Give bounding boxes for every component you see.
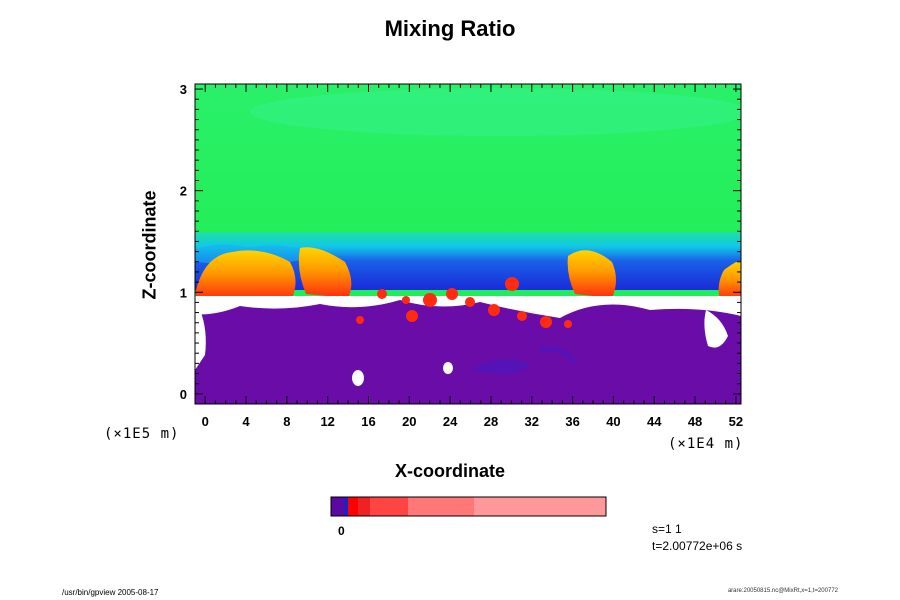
x-tick-label: 44 [647,414,662,429]
colorbar [330,496,607,517]
y-tick-label: 1 [180,285,187,300]
x-tick-label: 28 [484,414,498,429]
chart-title: Mixing Ratio [384,16,516,41]
colorbar-cell [331,497,344,516]
colorbar-cell [474,497,606,516]
x-axis-label: X-coordinate [394,461,505,481]
y-tick-label: 2 [180,184,187,199]
plot-frame [194,83,742,405]
x-tick-label: 12 [320,414,334,429]
heatmap-field [195,84,741,404]
red-plume-edge [718,261,741,300]
footer-left: /usr/bin/gpview 2005-08-17 [62,588,159,597]
y-tick-label: 3 [180,82,187,97]
white-gap [195,296,741,318]
colorbar-cell [344,497,348,516]
colorbar-cell [408,497,474,516]
x-tick-label: 40 [606,414,620,429]
x-tick-label: 48 [688,414,702,429]
red-cells [356,277,572,328]
x-tick-label: 20 [402,414,416,429]
lower-layer-region [195,300,741,404]
y-tick-label: 0 [180,387,187,402]
x-tick-label: 0 [202,414,209,429]
colorbar-cell [370,497,408,516]
red-plume-left [196,250,296,300]
x-tick-label: 8 [283,414,290,429]
colorbar-cell [358,497,370,516]
s-label: s=1 1 [652,522,682,536]
colorbar-tick-label: 0 [338,524,345,538]
x-tick-label: 4 [242,414,250,429]
axis-ticks [195,84,741,404]
x-tick-label: 16 [361,414,375,429]
x-tick-label: 24 [443,414,458,429]
t-label: t=2.00772e+06 s [652,539,743,553]
colorbar-cell [348,497,358,516]
red-plume-center [298,247,352,298]
x-tick-label: 52 [729,414,743,429]
footer-right: arare:20050815.nc@MixRt,x=1,t=200772 [727,588,838,594]
x-axis-unit: (×1E4 m) [668,436,744,452]
x-tick-label: 36 [565,414,579,429]
colorbar-frame [330,496,607,517]
y-axis-unit: (×1E5 m) [104,426,180,442]
x-tick-label: 32 [525,414,539,429]
status-readout: s=1 1 t=2.00772e+06 s [652,521,742,555]
red-plume-right [567,250,616,298]
